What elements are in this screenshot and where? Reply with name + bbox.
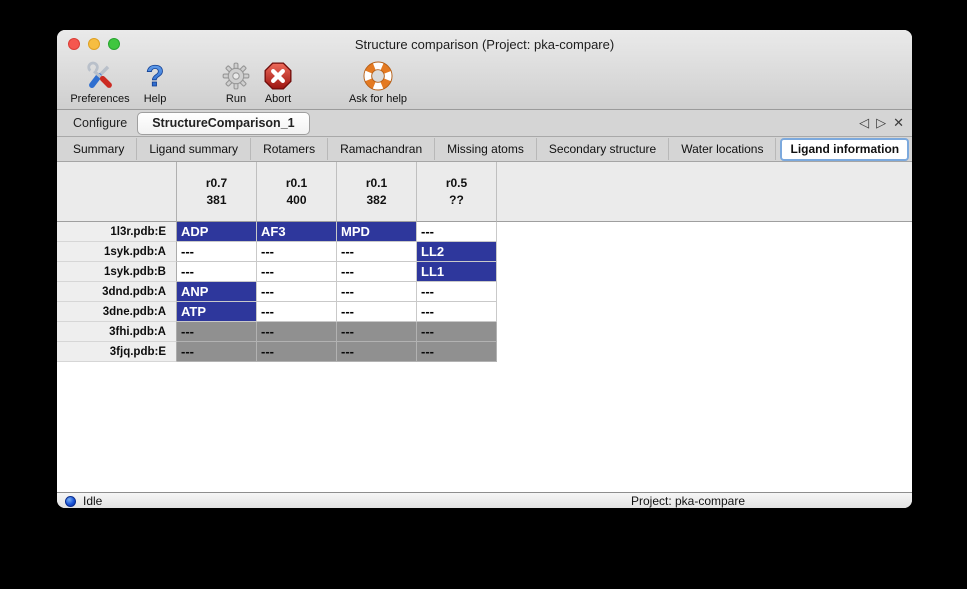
status-project: Project: pka-compare [630,494,746,508]
tab-structurecomparison-1[interactable]: StructureComparison_1 [137,112,310,135]
app-window: Structure comparison (Project: pka-compa… [57,30,912,508]
minimize-window-button[interactable] [88,38,100,50]
view-tab-ligand-summary[interactable]: Ligand summary [137,138,252,160]
table-cell[interactable]: --- [337,262,417,282]
column-header-2: r0.1 400 [257,162,337,222]
tab-scroll-right-icon[interactable]: ▷ [876,115,887,130]
table-cell[interactable]: LL1 [417,262,497,282]
gear-icon [221,60,251,92]
table-cell[interactable]: --- [417,222,497,242]
column-header-1: r0.7 381 [177,162,257,222]
row-header-3fhi-pdb-a: 3fhi.pdb:A [57,322,177,342]
view-tab-secondary-structure[interactable]: Secondary structure [537,138,670,160]
table-cell[interactable]: --- [417,282,497,302]
lifebuoy-icon [363,60,393,92]
table-cell[interactable]: --- [177,342,257,362]
table-cell[interactable]: --- [177,242,257,262]
table-cell[interactable]: ADP [177,222,257,242]
view-tab-ramachandran[interactable]: Ramachandran [328,138,436,160]
ask-for-help-button[interactable]: Ask for help [341,60,415,105]
status-bar: Idle Project: pka-compare [57,492,912,508]
row-header-3fjq-pdb-e: 3fjq.pdb:E [57,342,177,362]
close-window-button[interactable] [68,38,80,50]
table-cell[interactable]: --- [257,242,337,262]
table-cell[interactable]: ANP [177,282,257,302]
table-cell[interactable]: ATP [177,302,257,322]
document-tab-bar: Configure StructureComparison_1 ◁ ▷ ✕ [57,110,912,137]
ask-for-help-label: Ask for help [348,93,408,105]
view-tab-missing-atoms[interactable]: Missing atoms [435,138,537,160]
zoom-window-button[interactable] [108,38,120,50]
view-tab-ligand-information[interactable]: Ligand information [780,137,910,161]
row-header-3dnd-pdb-a: 3dnd.pdb:A [57,282,177,302]
table-cell[interactable]: --- [417,302,497,322]
table-cell[interactable]: --- [177,322,257,342]
view-tab-water-locations[interactable]: Water locations [669,138,777,160]
toolbar: Preferences ? Help [57,58,912,109]
tab-close-icon[interactable]: ✕ [893,115,904,130]
table-cell[interactable]: --- [177,262,257,282]
table-cell[interactable]: --- [337,282,417,302]
view-tab-rotamers[interactable]: Rotamers [251,138,329,160]
table-cell[interactable]: --- [257,322,337,342]
stop-icon [263,60,293,92]
tab-scroll-left-icon[interactable]: ◁ [859,115,870,130]
column-header-4: r0.5?? [417,162,497,222]
help-label: Help [143,93,167,105]
table-cell[interactable]: --- [337,302,417,322]
row-header-3dne-pdb-a: 3dne.pdb:A [57,302,177,322]
traffic-lights [68,38,120,50]
table-cell[interactable]: --- [257,302,337,322]
tools-icon [85,60,115,92]
view-tab-bar: Summary Ligand summary Rotamers Ramachandra… [57,137,912,162]
table-cell[interactable]: AF3 [257,222,337,242]
table-cell[interactable]: --- [337,342,417,362]
window-chrome: Structure comparison (Project: pka-compa… [57,30,912,110]
help-button[interactable]: ? Help [137,60,173,105]
titlebar: Structure comparison (Project: pka-compa… [57,30,912,58]
row-header-1syk-pdb-a: 1syk.pdb:A [57,242,177,262]
table-cell[interactable]: MPD [337,222,417,242]
row-header-1syk-pdb-b: 1syk.pdb:B [57,262,177,282]
run-label: Run [225,93,247,105]
table-cell[interactable]: --- [337,242,417,262]
document-tab-nav: ◁ ▷ ✕ [859,115,904,131]
row-header-1l3r-pdb-e: 1l3r.pdb:E [57,222,177,242]
table-cell[interactable]: --- [417,342,497,362]
table-cell[interactable]: LL2 [417,242,497,262]
column-header-3: r0.1 382 [337,162,417,222]
table-cell[interactable]: --- [257,262,337,282]
table-cell[interactable]: --- [337,322,417,342]
table-corner-cell [57,162,177,222]
ligand-information-panel: r0.7 381 r0.1 400 r0.1 382 r0.5?? 1l3r.pdb:E ADP… [57,162,912,492]
abort-button[interactable]: Abort [256,60,300,105]
svg-text:?: ? [146,60,164,92]
tab-configure[interactable]: Configure [73,116,128,130]
abort-label: Abort [264,93,292,105]
table-cell[interactable]: --- [257,342,337,362]
ligand-table: r0.7 381 r0.1 400 r0.1 382 r0.5?? 1l3r.pdb:E ADP… [57,162,497,362]
run-button[interactable]: Run [216,60,256,105]
table-cell[interactable]: --- [417,322,497,342]
window-title: Structure comparison (Project: pka-compa… [354,36,615,52]
question-icon: ? [140,60,170,92]
status-dot-icon [65,495,76,507]
view-tab-summary[interactable]: Summary [61,138,138,160]
preferences-label: Preferences [70,93,130,105]
status-text: Idle [83,494,103,508]
table-cell[interactable]: --- [257,282,337,302]
preferences-button[interactable]: Preferences [65,60,135,105]
